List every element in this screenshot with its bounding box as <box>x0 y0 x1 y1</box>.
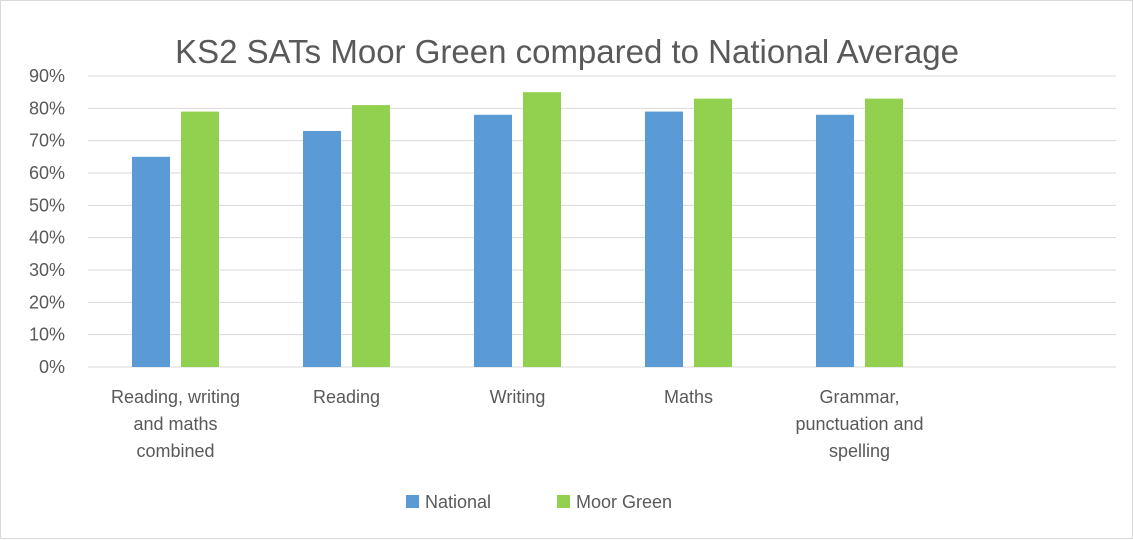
legend: National Moor Green <box>406 492 672 512</box>
x-category-label: Maths <box>664 387 713 407</box>
legend-label: Moor Green <box>576 492 672 512</box>
bar-moor-green <box>694 98 732 367</box>
bar-national <box>474 114 512 367</box>
chart-title: KS2 SATs Moor Green compared to National… <box>175 33 959 70</box>
legend-swatch <box>406 495 419 508</box>
y-tick-label: 60% <box>29 163 65 183</box>
y-tick-label: 0% <box>39 357 65 377</box>
y-tick-label: 40% <box>29 228 65 248</box>
x-category-label: Grammar, punctuation and spelling <box>795 387 923 461</box>
bar-national <box>645 111 683 367</box>
legend-swatch <box>557 495 570 508</box>
x-axis-categories: Reading, writing and maths combined Reading… <box>111 387 924 461</box>
bar-moor-green <box>181 111 219 367</box>
bars <box>132 92 903 368</box>
y-tick-label: 70% <box>29 131 65 151</box>
y-tick-label: 10% <box>29 325 65 345</box>
y-tick-label: 30% <box>29 260 65 280</box>
bar-national <box>132 156 170 367</box>
y-tick-label: 20% <box>29 292 65 312</box>
bar-national <box>303 130 341 367</box>
y-tick-label: 80% <box>29 98 65 118</box>
x-category-label: Writing <box>490 387 546 407</box>
x-category-label: Reading <box>313 387 380 407</box>
y-axis-ticks: 0% 10% 20% 30% 40% 50% 60% 70% 80% 90% <box>29 66 65 377</box>
bar-moor-green <box>865 98 903 367</box>
legend-label: National <box>425 492 491 512</box>
bar-national <box>816 114 854 367</box>
x-category-label: Reading, writing and maths combined <box>111 387 240 461</box>
y-tick-label: 50% <box>29 195 65 215</box>
y-tick-label: 90% <box>29 66 65 86</box>
bar-moor-green <box>523 92 561 368</box>
gridlines <box>88 75 1116 368</box>
bar-moor-green <box>352 105 390 367</box>
